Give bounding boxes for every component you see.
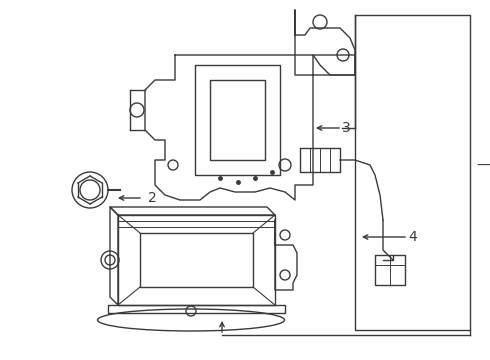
Text: 3: 3 (342, 121, 351, 135)
Text: 2: 2 (148, 191, 157, 205)
Text: 4: 4 (408, 230, 417, 244)
Text: —1: —1 (476, 158, 490, 172)
